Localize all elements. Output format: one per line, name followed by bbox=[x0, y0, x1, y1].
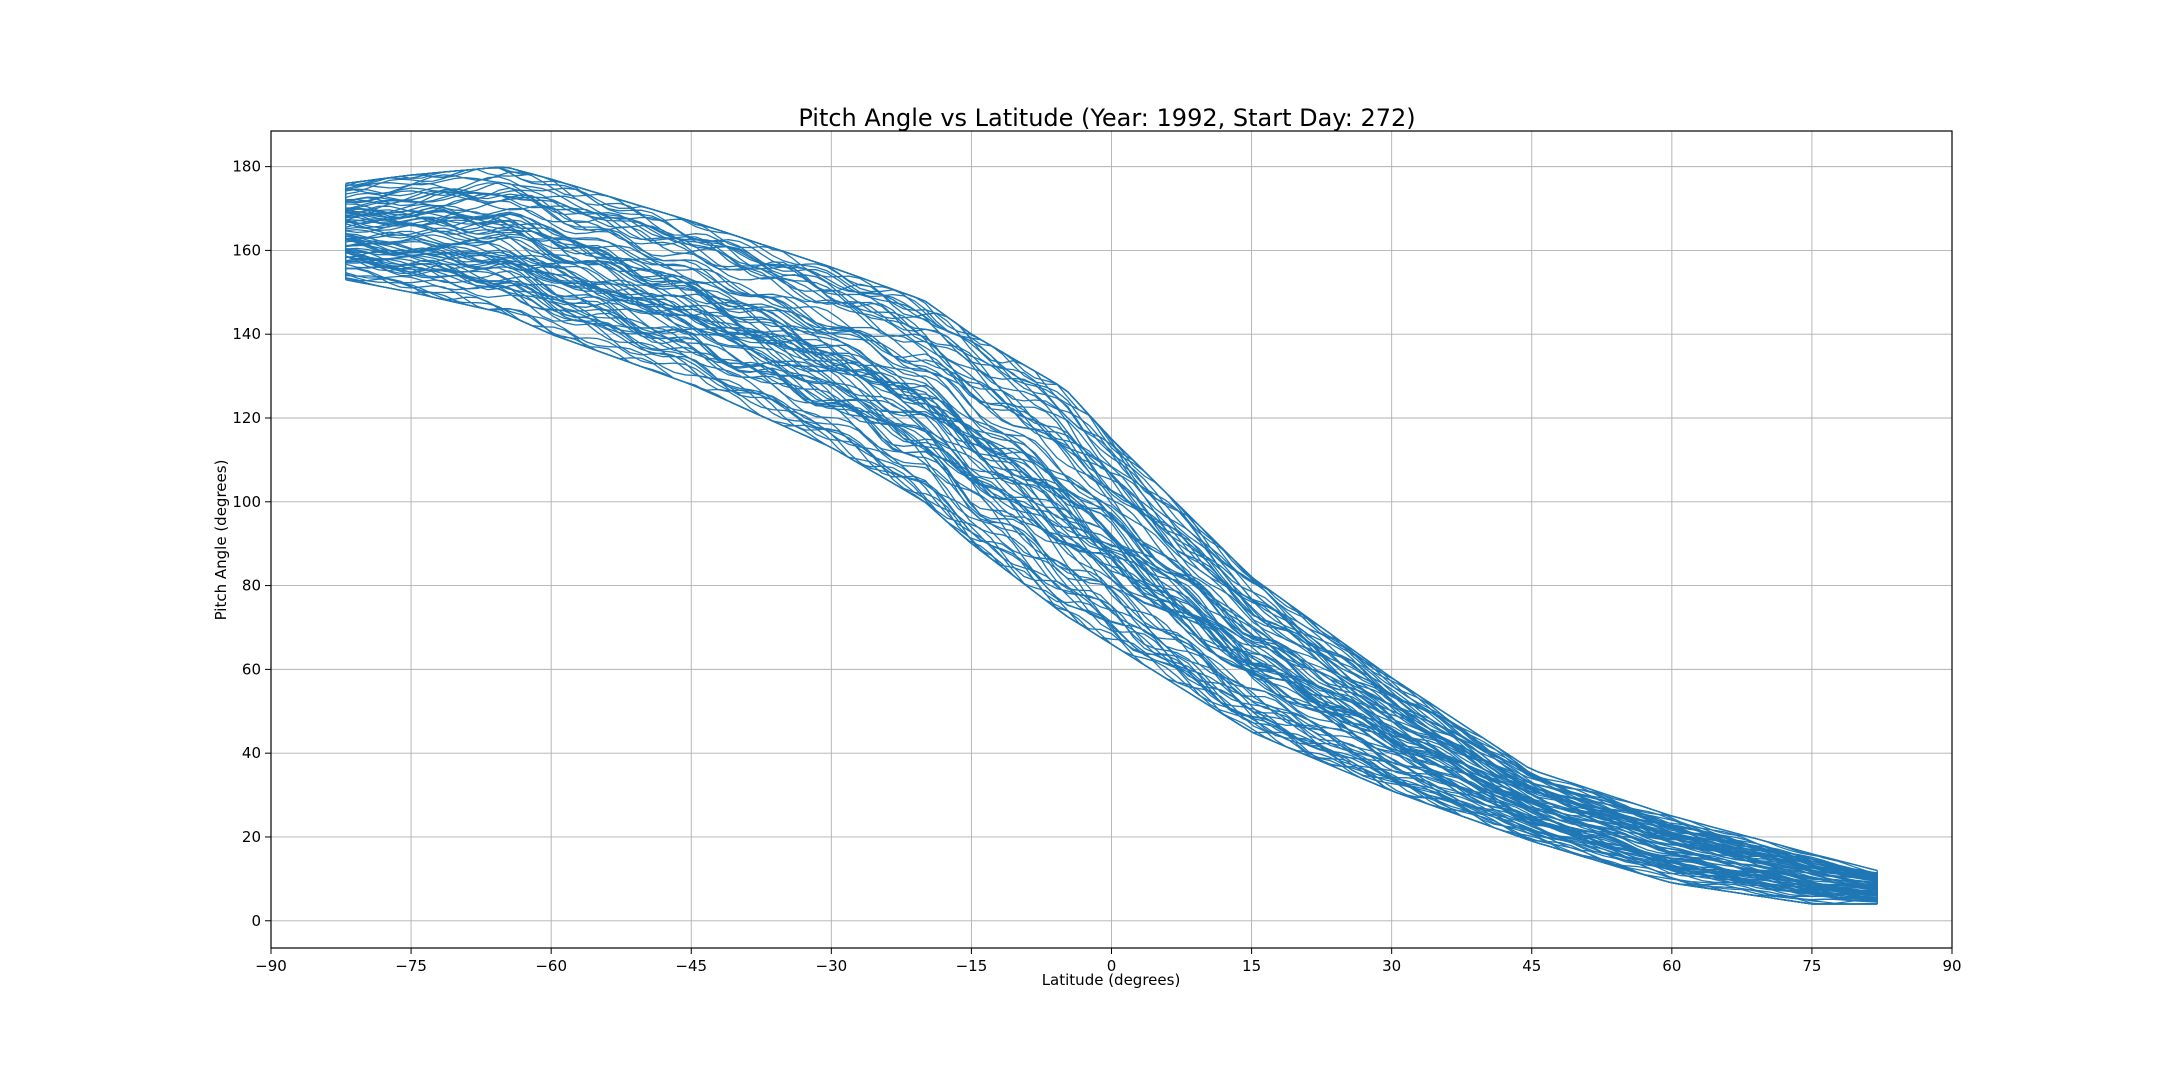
orbit-trace bbox=[345, 220, 1878, 880]
x-tick-label: −45 bbox=[675, 957, 707, 975]
orbit-trace bbox=[345, 251, 1878, 905]
orbit-trace bbox=[345, 209, 1878, 887]
orbit-trace bbox=[345, 249, 1878, 900]
x-tick-label: 90 bbox=[1942, 957, 1961, 975]
orbit-trace bbox=[345, 238, 1878, 890]
orbit-trace bbox=[345, 176, 1878, 877]
x-tick-label: −90 bbox=[255, 957, 287, 975]
orbit-trace bbox=[345, 193, 1878, 880]
orbit-trace bbox=[345, 181, 1878, 872]
chart-title: Pitch Angle vs Latitude (Year: 1992, Sta… bbox=[798, 104, 1415, 132]
x-tick-label: 75 bbox=[1802, 957, 1821, 975]
y-tick-label: 20 bbox=[242, 828, 261, 846]
orbit-trace bbox=[345, 210, 1878, 890]
orbit-trace bbox=[345, 266, 1878, 905]
x-tick-label: 15 bbox=[1242, 957, 1261, 975]
orbit-trace bbox=[345, 231, 1878, 902]
x-tick-label: −75 bbox=[395, 957, 427, 975]
y-tick-label: 180 bbox=[232, 158, 261, 176]
x-tick-label: 60 bbox=[1662, 957, 1681, 975]
plot-area bbox=[345, 166, 1878, 905]
y-tick-label: 100 bbox=[232, 493, 261, 511]
y-tick-label: 140 bbox=[232, 325, 261, 343]
y-tick-label: 60 bbox=[242, 660, 261, 678]
y-axis-label: Pitch Angle (degrees) bbox=[212, 460, 230, 621]
x-tick-label: 30 bbox=[1382, 957, 1401, 975]
x-axis-label: Latitude (degrees) bbox=[1042, 971, 1181, 989]
orbit-trace bbox=[345, 182, 1878, 877]
x-tick-label: −15 bbox=[956, 957, 988, 975]
y-tick-label: 0 bbox=[251, 912, 261, 930]
y-tick-label: 160 bbox=[232, 241, 261, 259]
y-tick-label: 120 bbox=[232, 409, 261, 427]
y-tick-label: 80 bbox=[242, 577, 261, 595]
orbit-trace bbox=[345, 166, 1878, 880]
x-tick-label: −30 bbox=[816, 957, 848, 975]
x-tick-label: −60 bbox=[535, 957, 567, 975]
y-tick-label: 40 bbox=[242, 744, 261, 762]
orbit-trace bbox=[345, 250, 1878, 894]
x-tick-label: 0 bbox=[1107, 957, 1117, 975]
x-axis: −90 −75 −60 −45 −30 −15 0 15 30 45 60 75 90 bbox=[255, 948, 1962, 975]
orbit-trace bbox=[345, 210, 1878, 894]
x-tick-label: 45 bbox=[1522, 957, 1541, 975]
y-axis: 0 20 40 60 80 100 120 140 160 180 bbox=[232, 158, 271, 930]
